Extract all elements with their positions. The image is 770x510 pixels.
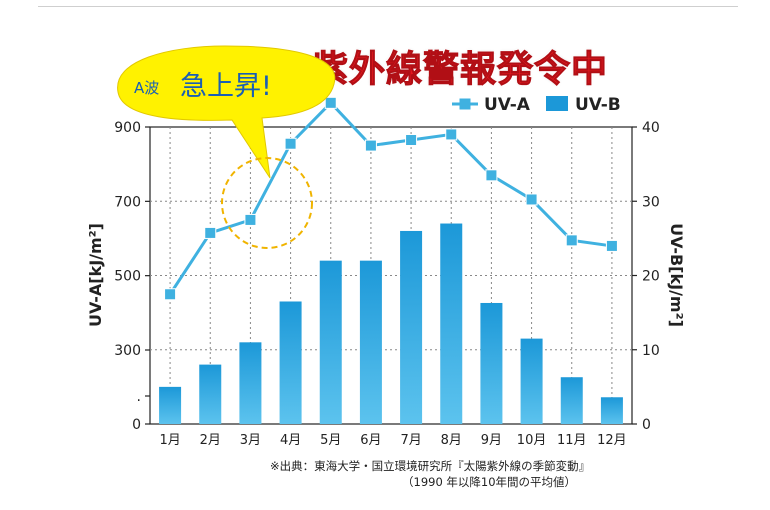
callout-prefix: A波	[134, 79, 159, 97]
left-axis-tick-label: 900	[114, 120, 141, 136]
x-axis-tick-label: 7月	[400, 433, 421, 448]
legend-uvb-swatch	[546, 96, 568, 111]
uva-point	[204, 226, 217, 239]
x-axis-tick-label: 6月	[360, 433, 381, 448]
legend-uva-marker	[459, 98, 471, 110]
uva-point	[164, 288, 177, 301]
right-axis-tick-label: 40	[642, 120, 660, 136]
uva-point	[565, 234, 578, 247]
uva-point	[244, 213, 257, 226]
uva-point	[284, 137, 297, 150]
x-axis-tick-label: 11月	[557, 433, 587, 448]
x-axis-tick-label: 4月	[280, 433, 301, 448]
uva-point	[364, 139, 377, 152]
x-axis-tick-label: 5月	[320, 433, 341, 448]
x-axis-tick-label: 1月	[159, 433, 180, 448]
callout-bubble	[117, 45, 336, 179]
left-axis-tick-label: 0	[132, 417, 141, 433]
highlight-circle	[221, 157, 313, 249]
uva-point	[605, 239, 618, 252]
uvb-bar	[520, 338, 543, 424]
uvb-bar	[199, 364, 222, 424]
left-axis-tick-label: .	[137, 389, 141, 405]
right-axis-tick-label: 10	[642, 343, 660, 359]
uvb-bar	[480, 302, 503, 424]
uvb-bar	[239, 342, 262, 424]
uvb-bar	[359, 260, 382, 424]
source-line-1: ※出典：東海大学・国立環境研究所『太陽紫外線の季節変動』	[270, 459, 591, 473]
source-line-2: （1990 年以降10年間の平均値）	[402, 475, 577, 489]
x-axis-tick-label: 12月	[597, 433, 627, 448]
left-axis-tick-label: 700	[114, 194, 141, 210]
uvb-bar	[440, 223, 463, 424]
right-axis-tick-label: 30	[642, 194, 660, 210]
x-axis-tick-label: 9月	[481, 433, 502, 448]
uva-point	[324, 96, 337, 109]
uvb-bar	[600, 397, 623, 424]
uvb-bar	[560, 377, 583, 424]
left-axis-tick-label: 300	[114, 343, 141, 359]
source-note: ※出典：東海大学・国立環境研究所『太陽紫外線の季節変動』 （1990 年以降10…	[270, 458, 590, 490]
left-axis-tick-label: 500	[114, 269, 141, 285]
x-axis-tick-label: 8月	[441, 433, 462, 448]
x-axis-tick-label: 2月	[200, 433, 221, 448]
uvb-bar	[279, 301, 302, 424]
uva-point	[405, 134, 418, 147]
uvb-bar	[319, 260, 342, 424]
y-left-axis-label: UV-A[kJ/m²]	[86, 223, 105, 327]
x-axis-tick-label: 3月	[240, 433, 261, 448]
y-right-axis-label: UV-B[kJ/m²]	[667, 223, 686, 327]
uva-point	[485, 169, 498, 182]
uva-point	[445, 128, 458, 141]
uvb-bar	[159, 386, 182, 424]
right-axis-tick-label: 0	[642, 417, 651, 433]
legend-uva-label: UV-A	[484, 95, 531, 115]
right-axis-tick-label: 20	[642, 269, 660, 285]
x-axis-tick-label: 10月	[517, 433, 547, 448]
uva-point	[525, 193, 538, 206]
top-rule	[38, 6, 738, 7]
uva-line	[168, 100, 613, 296]
uv-warning-banner: 紫外線警報発令中	[311, 49, 609, 91]
legend-uvb-label: UV-B	[575, 95, 621, 115]
uvb-bar	[400, 230, 423, 424]
callout-text: 急上昇!	[180, 71, 272, 102]
